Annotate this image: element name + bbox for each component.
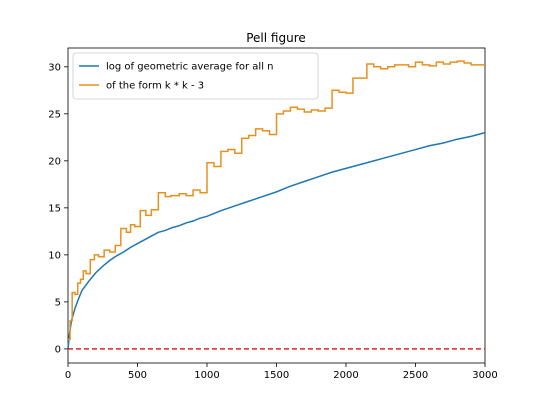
y-tick-label: 15 xyxy=(48,203,61,214)
x-tick-label: 2000 xyxy=(333,370,358,381)
y-tick-label: 25 xyxy=(48,109,61,120)
legend: log of geometric average for all n of the… xyxy=(72,52,319,100)
axes-layer: 0 500 1000 1500 2000 2500 3000 0 5 10 15 20 25 30 xyxy=(48,62,497,381)
x-tick-label: 1000 xyxy=(194,370,219,381)
x-tick-label: 0 xyxy=(65,370,71,381)
y-tick-label: 30 xyxy=(48,62,61,73)
x-tick-label: 2500 xyxy=(403,370,428,381)
x-tick-label: 500 xyxy=(128,370,147,381)
series-line-2 xyxy=(68,60,485,341)
legend-label: of the form k * k - 3 xyxy=(106,81,204,92)
legend-box xyxy=(72,52,319,100)
series-layer xyxy=(67,60,486,350)
y-tick-label: 20 xyxy=(48,156,61,167)
y-tick-label: 10 xyxy=(48,250,61,261)
series-line-1 xyxy=(67,131,486,349)
x-tick-label: 1500 xyxy=(264,370,289,381)
legend-label: log of geometric average for all n xyxy=(106,62,274,73)
x-tick-label: 3000 xyxy=(472,370,497,381)
y-tick-label: 0 xyxy=(55,344,61,355)
chart-title: Pell figure xyxy=(246,31,306,45)
y-tick-label: 5 xyxy=(55,297,61,308)
